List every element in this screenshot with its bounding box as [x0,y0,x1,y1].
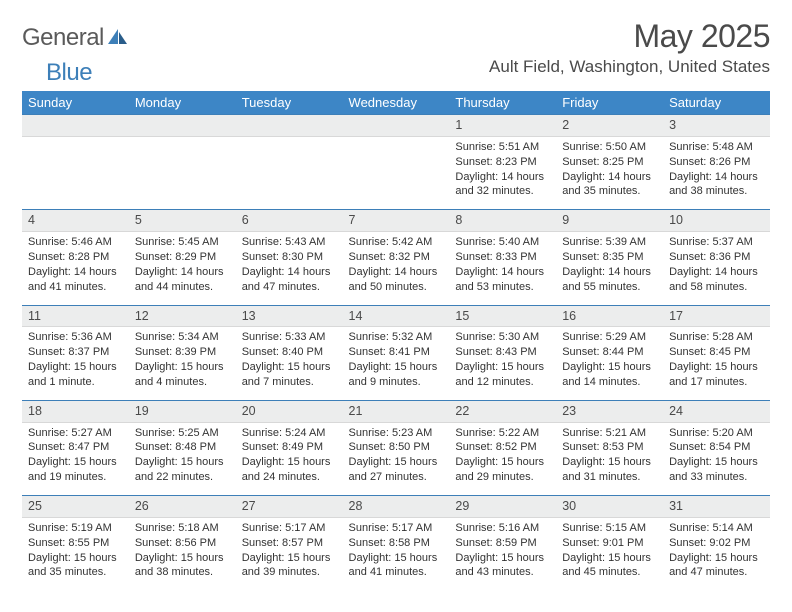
day-header: Monday [129,91,236,115]
day-detail-cell: Sunrise: 5:20 AM Sunset: 8:54 PM Dayligh… [663,422,770,495]
day-number-cell: 28 [343,496,450,518]
day-detail-cell: Sunrise: 5:51 AM Sunset: 8:23 PM Dayligh… [449,136,556,209]
day-detail-cell: Sunrise: 5:17 AM Sunset: 8:58 PM Dayligh… [343,517,450,590]
day-number-cell: 1 [449,115,556,137]
day-detail-cell: Sunrise: 5:17 AM Sunset: 8:57 PM Dayligh… [236,517,343,590]
brand-sail-icon [107,27,129,52]
day-detail-cell: Sunrise: 5:16 AM Sunset: 8:59 PM Dayligh… [449,517,556,590]
day-number-cell: 15 [449,305,556,327]
brand-blue-wrap: Blue [22,59,770,87]
day-header: Friday [556,91,663,115]
detail-row: Sunrise: 5:27 AM Sunset: 8:47 PM Dayligh… [22,422,770,495]
day-detail-cell: Sunrise: 5:30 AM Sunset: 8:43 PM Dayligh… [449,327,556,400]
day-detail-cell: Sunrise: 5:32 AM Sunset: 8:41 PM Dayligh… [343,327,450,400]
day-detail-cell [129,136,236,209]
daynum-row: 25262728293031 [22,496,770,518]
day-number-cell: 17 [663,305,770,327]
day-detail-cell: Sunrise: 5:25 AM Sunset: 8:48 PM Dayligh… [129,422,236,495]
day-number-cell: 7 [343,210,450,232]
day-number-cell: 22 [449,400,556,422]
day-detail-cell: Sunrise: 5:39 AM Sunset: 8:35 PM Dayligh… [556,232,663,305]
day-detail-cell: Sunrise: 5:36 AM Sunset: 8:37 PM Dayligh… [22,327,129,400]
calendar-page: General May 2025 Ault Field, Washington,… [0,0,792,600]
day-detail-cell: Sunrise: 5:50 AM Sunset: 8:25 PM Dayligh… [556,136,663,209]
day-number-cell: 8 [449,210,556,232]
day-detail-cell [236,136,343,209]
day-detail-cell: Sunrise: 5:33 AM Sunset: 8:40 PM Dayligh… [236,327,343,400]
detail-row: Sunrise: 5:46 AM Sunset: 8:28 PM Dayligh… [22,232,770,305]
day-number-cell: 13 [236,305,343,327]
day-number-cell: 20 [236,400,343,422]
day-header: Tuesday [236,91,343,115]
day-header: Wednesday [343,91,450,115]
calendar-body: 123Sunrise: 5:51 AM Sunset: 8:23 PM Dayl… [22,115,770,591]
brand-text-blue: Blue [46,59,92,86]
day-detail-cell [343,136,450,209]
day-number-cell: 12 [129,305,236,327]
day-number-cell: 5 [129,210,236,232]
day-number-cell [129,115,236,137]
day-number-cell: 26 [129,496,236,518]
day-header: Saturday [663,91,770,115]
calendar-head: Sunday Monday Tuesday Wednesday Thursday… [22,91,770,115]
month-title: May 2025 [489,18,770,55]
day-number-cell: 27 [236,496,343,518]
brand-logo: General [22,18,131,52]
day-detail-cell: Sunrise: 5:14 AM Sunset: 9:02 PM Dayligh… [663,517,770,590]
day-detail-cell: Sunrise: 5:37 AM Sunset: 8:36 PM Dayligh… [663,232,770,305]
daynum-row: 123 [22,115,770,137]
day-number-cell: 21 [343,400,450,422]
day-number-cell: 11 [22,305,129,327]
day-number-cell: 3 [663,115,770,137]
day-detail-cell: Sunrise: 5:34 AM Sunset: 8:39 PM Dayligh… [129,327,236,400]
day-detail-cell: Sunrise: 5:22 AM Sunset: 8:52 PM Dayligh… [449,422,556,495]
day-header: Thursday [449,91,556,115]
day-detail-cell: Sunrise: 5:43 AM Sunset: 8:30 PM Dayligh… [236,232,343,305]
day-detail-cell: Sunrise: 5:24 AM Sunset: 8:49 PM Dayligh… [236,422,343,495]
day-header-row: Sunday Monday Tuesday Wednesday Thursday… [22,91,770,115]
day-detail-cell: Sunrise: 5:15 AM Sunset: 9:01 PM Dayligh… [556,517,663,590]
detail-row: Sunrise: 5:51 AM Sunset: 8:23 PM Dayligh… [22,136,770,209]
day-number-cell: 23 [556,400,663,422]
day-number-cell: 31 [663,496,770,518]
day-number-cell: 2 [556,115,663,137]
day-detail-cell: Sunrise: 5:46 AM Sunset: 8:28 PM Dayligh… [22,232,129,305]
daynum-row: 11121314151617 [22,305,770,327]
day-number-cell: 14 [343,305,450,327]
day-number-cell: 4 [22,210,129,232]
day-detail-cell: Sunrise: 5:18 AM Sunset: 8:56 PM Dayligh… [129,517,236,590]
day-detail-cell: Sunrise: 5:40 AM Sunset: 8:33 PM Dayligh… [449,232,556,305]
day-detail-cell: Sunrise: 5:21 AM Sunset: 8:53 PM Dayligh… [556,422,663,495]
day-header: Sunday [22,91,129,115]
day-number-cell: 6 [236,210,343,232]
detail-row: Sunrise: 5:19 AM Sunset: 8:55 PM Dayligh… [22,517,770,590]
detail-row: Sunrise: 5:36 AM Sunset: 8:37 PM Dayligh… [22,327,770,400]
calendar-table: Sunday Monday Tuesday Wednesday Thursday… [22,91,770,590]
day-number-cell: 16 [556,305,663,327]
day-detail-cell: Sunrise: 5:27 AM Sunset: 8:47 PM Dayligh… [22,422,129,495]
day-number-cell: 25 [22,496,129,518]
day-number-cell: 29 [449,496,556,518]
day-number-cell: 24 [663,400,770,422]
day-number-cell: 30 [556,496,663,518]
day-number-cell [236,115,343,137]
brand-text-general: General [22,24,104,52]
day-number-cell: 19 [129,400,236,422]
day-number-cell [22,115,129,137]
day-number-cell: 10 [663,210,770,232]
day-detail-cell: Sunrise: 5:29 AM Sunset: 8:44 PM Dayligh… [556,327,663,400]
day-detail-cell: Sunrise: 5:28 AM Sunset: 8:45 PM Dayligh… [663,327,770,400]
day-number-cell [343,115,450,137]
daynum-row: 18192021222324 [22,400,770,422]
day-detail-cell: Sunrise: 5:42 AM Sunset: 8:32 PM Dayligh… [343,232,450,305]
daynum-row: 45678910 [22,210,770,232]
day-detail-cell: Sunrise: 5:19 AM Sunset: 8:55 PM Dayligh… [22,517,129,590]
day-detail-cell: Sunrise: 5:23 AM Sunset: 8:50 PM Dayligh… [343,422,450,495]
day-detail-cell [22,136,129,209]
day-number-cell: 9 [556,210,663,232]
day-number-cell: 18 [22,400,129,422]
day-detail-cell: Sunrise: 5:45 AM Sunset: 8:29 PM Dayligh… [129,232,236,305]
day-detail-cell: Sunrise: 5:48 AM Sunset: 8:26 PM Dayligh… [663,136,770,209]
